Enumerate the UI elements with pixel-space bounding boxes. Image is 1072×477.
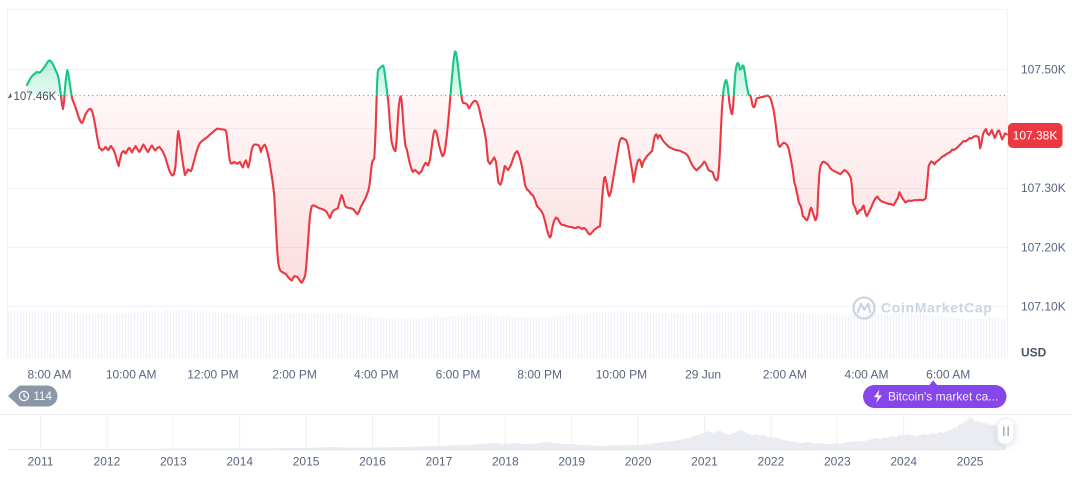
svg-text:107.20K: 107.20K: [1021, 241, 1066, 255]
svg-text:10:00 PM: 10:00 PM: [596, 368, 647, 382]
svg-text:2020: 2020: [625, 455, 652, 469]
svg-text:107.10K: 107.10K: [1021, 300, 1066, 314]
svg-text:2025: 2025: [957, 455, 984, 469]
svg-text:2024: 2024: [890, 455, 917, 469]
svg-text:2021: 2021: [691, 455, 718, 469]
svg-text:10:00 AM: 10:00 AM: [106, 368, 157, 382]
svg-text:2023: 2023: [824, 455, 851, 469]
svg-text:CoinMarketCap: CoinMarketCap: [881, 301, 993, 316]
svg-text:2018: 2018: [492, 455, 519, 469]
svg-text:2022: 2022: [758, 455, 785, 469]
svg-text:Bitcoin's market ca...: Bitcoin's market ca...: [888, 390, 998, 404]
svg-text:6:00 AM: 6:00 AM: [926, 368, 970, 382]
svg-text:8:00 PM: 8:00 PM: [517, 368, 562, 382]
svg-text:2011: 2011: [28, 455, 54, 469]
svg-text:107.38K: 107.38K: [1013, 129, 1058, 143]
svg-text:114: 114: [34, 391, 53, 403]
svg-text:2016: 2016: [359, 455, 386, 469]
svg-text:107.46K: 107.46K: [14, 91, 57, 103]
svg-text:107.50K: 107.50K: [1021, 63, 1066, 77]
svg-text:2019: 2019: [558, 455, 585, 469]
svg-text:6:00 PM: 6:00 PM: [436, 368, 481, 382]
svg-text:2:00 PM: 2:00 PM: [272, 368, 317, 382]
svg-text:2:00 AM: 2:00 AM: [763, 368, 807, 382]
svg-text:29 Jun: 29 Jun: [685, 368, 721, 382]
svg-text:4:00 PM: 4:00 PM: [354, 368, 399, 382]
svg-text:2017: 2017: [426, 455, 453, 469]
svg-text:USD: USD: [1021, 346, 1047, 360]
svg-text:8:00 AM: 8:00 AM: [27, 368, 71, 382]
svg-text:2012: 2012: [94, 455, 121, 469]
svg-text:4:00 AM: 4:00 AM: [844, 368, 888, 382]
svg-text:12:00 PM: 12:00 PM: [187, 368, 238, 382]
svg-text:2013: 2013: [160, 455, 187, 469]
svg-text:2014: 2014: [226, 455, 253, 469]
svg-text:2015: 2015: [293, 455, 320, 469]
svg-text:107.30K: 107.30K: [1021, 181, 1066, 195]
